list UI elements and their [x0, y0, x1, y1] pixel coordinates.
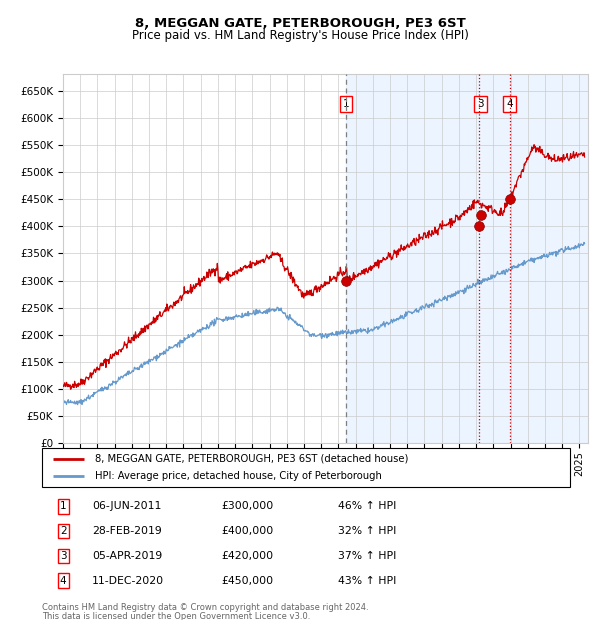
Text: 06-JUN-2011: 06-JUN-2011 — [92, 502, 161, 512]
Text: 37% ↑ HPI: 37% ↑ HPI — [338, 551, 396, 561]
Bar — [346, 74, 588, 443]
Text: 8, MEGGAN GATE, PETERBOROUGH, PE3 6ST: 8, MEGGAN GATE, PETERBOROUGH, PE3 6ST — [134, 17, 466, 30]
Text: £420,000: £420,000 — [221, 551, 274, 561]
Text: 43% ↑ HPI: 43% ↑ HPI — [338, 575, 396, 586]
Text: 32% ↑ HPI: 32% ↑ HPI — [338, 526, 396, 536]
Text: £400,000: £400,000 — [221, 526, 274, 536]
Text: 1: 1 — [343, 99, 349, 109]
Text: 3: 3 — [477, 99, 484, 109]
Text: This data is licensed under the Open Government Licence v3.0.: This data is licensed under the Open Gov… — [42, 612, 310, 620]
Text: HPI: Average price, detached house, City of Peterborough: HPI: Average price, detached house, City… — [95, 471, 382, 481]
Text: Price paid vs. HM Land Registry's House Price Index (HPI): Price paid vs. HM Land Registry's House … — [131, 30, 469, 42]
Text: 4: 4 — [506, 99, 513, 109]
Text: 4: 4 — [60, 575, 67, 586]
Text: 11-DEC-2020: 11-DEC-2020 — [92, 575, 164, 586]
Text: Contains HM Land Registry data © Crown copyright and database right 2024.: Contains HM Land Registry data © Crown c… — [42, 603, 368, 612]
Text: 46% ↑ HPI: 46% ↑ HPI — [338, 502, 396, 512]
Text: 2: 2 — [60, 526, 67, 536]
Text: 3: 3 — [60, 551, 67, 561]
FancyBboxPatch shape — [42, 448, 570, 487]
Text: 28-FEB-2019: 28-FEB-2019 — [92, 526, 162, 536]
Text: £450,000: £450,000 — [221, 575, 274, 586]
Text: 8, MEGGAN GATE, PETERBOROUGH, PE3 6ST (detached house): 8, MEGGAN GATE, PETERBOROUGH, PE3 6ST (d… — [95, 454, 408, 464]
Text: 1: 1 — [60, 502, 67, 512]
Text: £300,000: £300,000 — [221, 502, 274, 512]
Text: 05-APR-2019: 05-APR-2019 — [92, 551, 163, 561]
